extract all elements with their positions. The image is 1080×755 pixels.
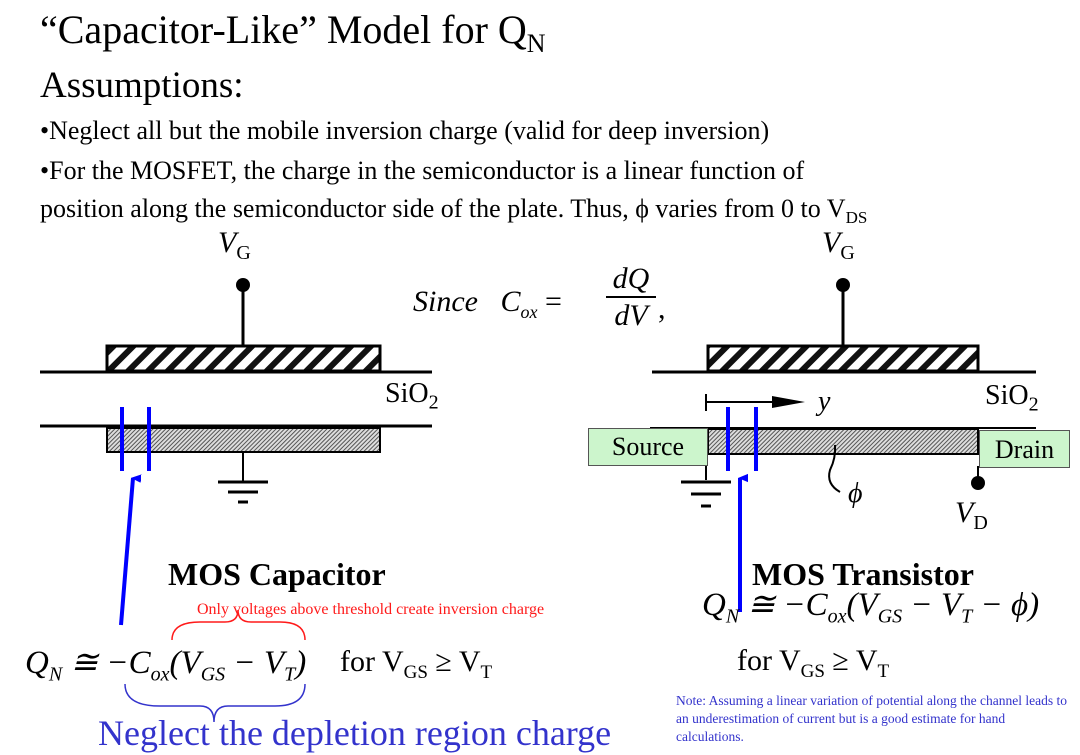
blue-brace	[124, 683, 306, 723]
mos-transistor-diagram	[650, 278, 1036, 612]
bullet-2-cont: position along the semiconductor side of…	[40, 194, 868, 228]
arrow-icon	[119, 478, 133, 626]
capacitor-condition: for VGS ≥ VT	[340, 645, 493, 683]
mos-capacitor-diagram	[40, 278, 432, 723]
drain-voltage-label: VD	[955, 496, 988, 534]
assumptions-heading: Assumptions:	[40, 65, 244, 106]
comma: ,	[658, 292, 666, 325]
depletion-note: Neglect the depletion region charge	[98, 713, 612, 753]
threshold-note: Only voltages above threshold create inv…	[197, 601, 545, 618]
bullet-2: •For the MOSFET, the charge in the semic…	[40, 156, 805, 185]
gate-voltage-label: VG	[822, 226, 855, 264]
channel	[707, 428, 979, 455]
oxide-label: SiO2	[985, 380, 1039, 416]
transistor-condition: for VGS ≥ VT	[737, 644, 890, 682]
potential-label: ϕ	[848, 478, 863, 509]
red-brace	[171, 609, 306, 641]
gate-voltage-label: VG	[218, 226, 251, 264]
source-box: Source	[588, 428, 708, 466]
transistor-equation: QN ≅ −Cox(VGS − VT − ϕ)	[702, 587, 1040, 628]
bullet-1: •Neglect all but the mobile inversion ch…	[40, 116, 770, 145]
capacitor-equation: QN ≅ −Cox(VGS − VT)	[25, 645, 307, 686]
since-equation: Since Cox =	[413, 285, 562, 322]
oxide-label: SiO2	[385, 378, 439, 414]
transistor-heading: MOS Transistor	[752, 556, 974, 592]
linear-variation-note: Note: Assuming a linear variation of pot…	[676, 693, 1068, 744]
ground-icon	[681, 480, 731, 508]
potential-pointer	[828, 444, 841, 493]
semiconductor	[106, 427, 381, 453]
drain-terminal	[971, 476, 985, 490]
gate-plate	[706, 344, 980, 373]
fraction: dQ dV	[606, 262, 656, 334]
capacitor-heading: MOS Capacitor	[168, 556, 386, 592]
slide-title: “Capacitor-Like” Model for QN	[40, 7, 546, 58]
ground-icon	[218, 480, 268, 504]
y-axis-label: y	[818, 386, 831, 417]
gate-plate	[105, 344, 382, 373]
drain-box: Drain	[979, 430, 1070, 468]
